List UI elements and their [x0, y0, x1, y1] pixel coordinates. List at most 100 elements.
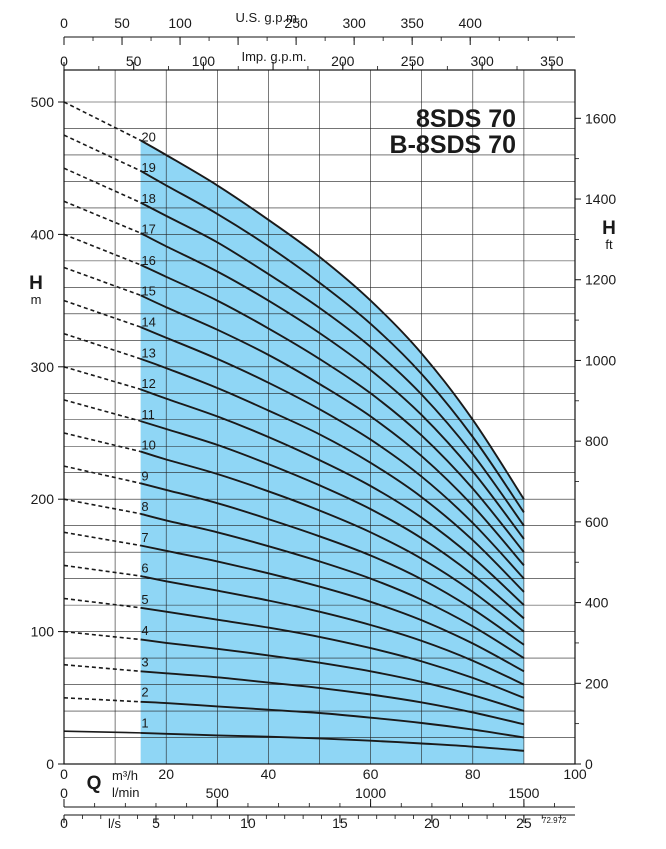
x-axis-m3h-tick-label: 0 [60, 766, 68, 782]
stage-curve-15 [140, 294, 525, 567]
stage-label-6: 6 [141, 561, 148, 576]
stage-label-20: 20 [141, 130, 155, 145]
stage-curve-11 [140, 420, 525, 620]
y-right-tick-label: 0 [585, 756, 593, 772]
stage-label-4: 4 [141, 623, 148, 638]
x-axis-lmin-tick-label: 1500 [508, 785, 539, 801]
grid [64, 70, 575, 764]
stage-label-19: 19 [141, 160, 155, 175]
stage-curve-shutoff-16 [63, 233, 141, 266]
x-axis-usgpm-tick-label: 0 [60, 15, 68, 31]
stage-curve-shutoff-10 [63, 432, 141, 453]
operating-range-fill [140, 140, 524, 764]
stage-curve-20 [140, 139, 525, 500]
x-axis-m3h-tick-label: 100 [563, 766, 587, 782]
stage-label-13: 13 [141, 345, 155, 360]
x-axis-m3h-tick-label: 60 [363, 766, 379, 782]
stage-label-12: 12 [141, 376, 155, 391]
x-axis-usgpm-tick-label: 100 [168, 15, 192, 31]
y-right-tick-label: 1200 [585, 272, 616, 288]
x-lmin-label: l/min [112, 785, 139, 800]
x-axis-impgpm-tick-label: 0 [60, 53, 68, 69]
stage-curve-shutoff-12 [63, 366, 141, 391]
y-left-unit: m [31, 292, 42, 307]
chart-subtitle: B-8SDS 70 [390, 131, 516, 159]
y-left-tick-label: 200 [31, 491, 55, 507]
x-axis-impgpm-tick-label: 50 [126, 53, 142, 69]
stage-label-18: 18 [141, 191, 155, 206]
chart-title: 8SDS 70 [416, 105, 516, 133]
stage-label-1: 1 [141, 715, 148, 730]
stage-curve-shutoff-19 [63, 134, 141, 172]
x-axis-lmin-tick-label: 1000 [355, 785, 386, 801]
stage-curve-18 [140, 201, 525, 527]
stage-curve-6 [140, 575, 525, 686]
stage-curve-14 [140, 326, 525, 580]
x-axis-ls-tick-label: 10 [240, 815, 256, 831]
y-left-tick-label: 400 [31, 226, 55, 242]
figure-code: 72.972 [542, 816, 567, 825]
x-axis-usgpm-tick-label: 300 [342, 15, 366, 31]
stage-curve-shutoff-6 [63, 564, 141, 577]
stage-curve-4 [140, 638, 525, 712]
x-ls-label: l/s [108, 816, 122, 831]
y-left-tick-label: 100 [31, 624, 55, 640]
stage-curve-19 [140, 169, 525, 513]
y-left-tick-label: 300 [31, 359, 55, 375]
labels: 8SDS 70 B-8SDS 70 H m H ft U.S. g.p.m. I… [29, 10, 616, 831]
x-impgpm-label: Imp. g.p.m. [241, 49, 306, 64]
x-axis-impgpm-tick-label: 350 [540, 53, 564, 69]
axes [58, 36, 581, 823]
stage-label-14: 14 [141, 314, 155, 329]
y-right-unit: ft [605, 237, 613, 252]
y-left-tick-label: 500 [31, 94, 55, 110]
stage-label-7: 7 [141, 530, 148, 545]
x-axis-impgpm-tick-label: 200 [331, 53, 355, 69]
y-right-tick-label: 200 [585, 675, 609, 691]
x-usgpm-label: U.S. g.p.m. [235, 10, 300, 25]
x-axis-m3h-tick-label: 20 [158, 766, 174, 782]
y-right-label: H [602, 218, 616, 239]
x-axis-ls-tick-label: 20 [424, 815, 440, 831]
y-right-tick-label: 600 [585, 514, 609, 530]
stage-curve-shutoff-20 [63, 101, 142, 142]
stage-curves [63, 101, 525, 752]
stage-curve-13 [140, 358, 525, 593]
operating-range-band [140, 140, 524, 764]
x-axis-impgpm-tick-label: 300 [470, 53, 494, 69]
x-axis-usgpm-tick-label: 250 [284, 15, 308, 31]
stage-curve-shutoff-8 [63, 498, 141, 515]
stage-curve-3 [140, 670, 525, 726]
stage-curve-shutoff-9 [63, 465, 141, 485]
x-m3h-label: m³/h [112, 768, 138, 783]
stage-curve-12 [140, 388, 525, 606]
stage-curve-2 [140, 700, 525, 739]
x-axis-ls-tick-label: 25 [516, 815, 532, 831]
y-right-tick-label: 400 [585, 595, 609, 611]
stage-curve-shutoff-15 [63, 266, 141, 297]
stage-curve-shutoff-4 [63, 630, 141, 641]
stage-curve-9 [140, 482, 525, 646]
stage-label-3: 3 [141, 654, 148, 669]
y-right-tick-label: 800 [585, 433, 609, 449]
x-axis-lmin-tick-label: 500 [206, 785, 230, 801]
x-axis-impgpm-tick-label: 250 [401, 53, 425, 69]
y-left-label: H [29, 273, 43, 294]
x-axis-usgpm-tick-label: 350 [400, 15, 424, 31]
y-right-tick-label: 1400 [585, 191, 616, 207]
stage-label-17: 17 [141, 222, 155, 237]
stage-label-8: 8 [141, 499, 148, 514]
y-right-tick-label: 1000 [585, 352, 616, 368]
x-axis-usgpm-tick-label: 400 [459, 15, 483, 31]
x-axis-ls-tick-label: 0 [60, 815, 68, 831]
stage-curve-5 [140, 606, 525, 699]
x-axis-m3h-tick-label: 80 [465, 766, 481, 782]
y-right-tick-label: 1600 [585, 110, 616, 126]
stage-label-9: 9 [141, 469, 148, 484]
x-axis-ls-tick-label: 15 [332, 815, 348, 831]
stage-curve-17 [140, 232, 525, 540]
x-axis-impgpm-tick-label: 100 [192, 53, 216, 69]
stage-curve-shutoff-2 [63, 697, 141, 703]
x-axis-usgpm-tick-label: 50 [114, 15, 130, 31]
